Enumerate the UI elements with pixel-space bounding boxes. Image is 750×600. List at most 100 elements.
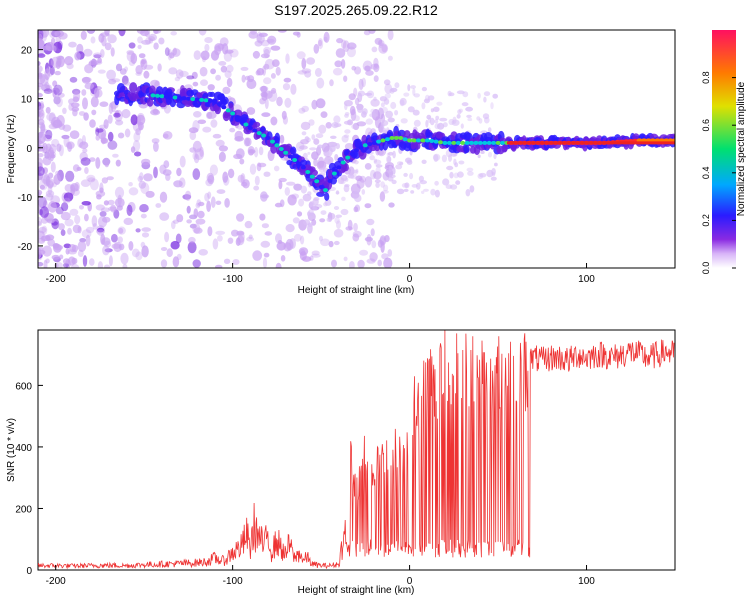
ridge-core [464, 140, 470, 145]
noise-blob [293, 183, 303, 191]
noise-blob [198, 30, 207, 36]
noise-blob [204, 192, 210, 202]
ridge-core [349, 151, 355, 156]
ridge-halo [278, 151, 285, 158]
noise-blob [43, 88, 53, 94]
noise-blob [94, 87, 100, 99]
noise-blob [455, 180, 461, 185]
noise-blob [457, 109, 462, 115]
noise-blob [123, 217, 134, 225]
noise-blob [124, 128, 131, 138]
noise-blob [210, 68, 217, 75]
noise-blob [58, 144, 64, 157]
noise-blob [186, 205, 191, 214]
noise-blob [345, 226, 354, 231]
ridge-core [216, 102, 222, 107]
noise-blob [370, 228, 375, 237]
noise-blob [86, 174, 96, 182]
noise-blob [95, 127, 100, 136]
noise-blob [61, 134, 70, 140]
noise-blob [82, 148, 88, 153]
noise-blob [246, 236, 255, 242]
noise-blob [216, 189, 226, 195]
noise-blob [357, 90, 366, 97]
snr-panel: -200 -100 0 100 0 200 400 600 Height of straig… [6, 329, 676, 596]
noise-blob [144, 64, 154, 70]
ridge-core [389, 136, 395, 140]
noise-blob [423, 98, 430, 104]
noise-blob [76, 166, 82, 171]
noise-blob [457, 171, 464, 178]
noise-blob [38, 153, 44, 158]
ridge-halo [221, 98, 228, 105]
noise-blob [237, 174, 245, 183]
noise-blob [387, 55, 393, 61]
noise-blob [313, 158, 318, 167]
noise-blob [361, 111, 367, 118]
noise-blob [140, 241, 146, 248]
noise-blob [72, 109, 78, 117]
noise-blob [285, 224, 295, 233]
ridge-core [398, 136, 404, 140]
noise-blob [108, 255, 113, 267]
noise-blob [49, 143, 57, 154]
noise-blob [407, 84, 411, 92]
noise-blob [207, 84, 215, 91]
noise-blob [192, 140, 202, 153]
noise-blob [60, 229, 66, 236]
noise-blob [343, 120, 352, 125]
noise-blob [52, 80, 58, 87]
noise-blob [196, 199, 202, 208]
ridge-core [376, 139, 382, 144]
noise-blob [364, 163, 372, 170]
noise-blob [223, 175, 230, 186]
noise-blob [278, 180, 283, 190]
noise-blob [320, 210, 327, 216]
noise-blob [258, 146, 264, 156]
noise-blob [387, 117, 395, 123]
noise-blob [373, 158, 378, 163]
noise-blob [66, 63, 74, 70]
ridge-core [181, 96, 187, 101]
noise-blob [326, 217, 333, 222]
noise-blob [80, 157, 91, 166]
noise-blob [465, 106, 473, 112]
noise-blob [162, 169, 172, 176]
noise-blob [38, 220, 42, 227]
ridge-halo [155, 86, 164, 96]
noise-blob [397, 161, 404, 166]
noise-blob [423, 188, 429, 192]
spectrogram-x-axis: -200 -100 0 100 [46, 263, 595, 285]
snr-x-axis: -200 -100 0 100 [46, 565, 595, 587]
noise-blob [317, 144, 323, 149]
noise-blob [334, 154, 339, 162]
noise-blob [467, 171, 474, 176]
noise-blob [119, 68, 127, 75]
snr-series [38, 330, 675, 570]
y-tick-label: 600 [15, 381, 32, 392]
noise-blob [352, 169, 359, 174]
noise-blob [164, 231, 170, 243]
noise-blob [487, 151, 493, 158]
noise-blob [260, 191, 268, 202]
noise-blob [140, 213, 147, 219]
noise-blob [80, 30, 87, 40]
noise-blob [264, 97, 269, 110]
noise-blob [45, 129, 53, 140]
noise-blob [390, 101, 397, 110]
noise-blob [39, 206, 50, 219]
noise-blob [453, 158, 457, 166]
noise-blob [141, 59, 147, 65]
ridge-halo [324, 192, 330, 201]
ridge-core [208, 98, 213, 103]
ridge-halo [343, 163, 349, 172]
noise-blob [340, 59, 346, 69]
noise-blob [60, 211, 71, 221]
noise-blob [38, 166, 45, 176]
noise-blob [344, 129, 351, 134]
noise-blob [359, 175, 367, 183]
noise-blob [48, 172, 54, 179]
noise-blob [71, 244, 79, 253]
noise-blob [134, 151, 142, 157]
noise-blob [55, 97, 63, 108]
